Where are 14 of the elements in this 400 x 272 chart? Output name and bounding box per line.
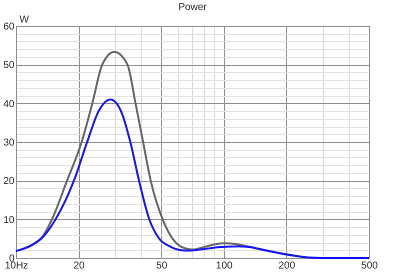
y-tick-label: 50 [3,60,15,72]
x-tick-label: 10Hz [4,260,28,272]
y-axis-title: W [20,14,30,26]
x-tick-label: 50 [156,260,168,272]
x-tick-label: 20 [73,260,86,272]
chart-title: Power [178,2,208,13]
y-tick-label: 10 [3,214,15,226]
x-tick-label: 200 [278,260,296,272]
y-tick-label: 20 [3,176,15,188]
x-tick-label: 100 [216,260,234,272]
x-tick-label: 500 [361,260,378,272]
y-tick-label: 60 [3,22,15,32]
y-tick-label: 40 [3,98,15,110]
y-tick-label: 30 [3,138,15,148]
